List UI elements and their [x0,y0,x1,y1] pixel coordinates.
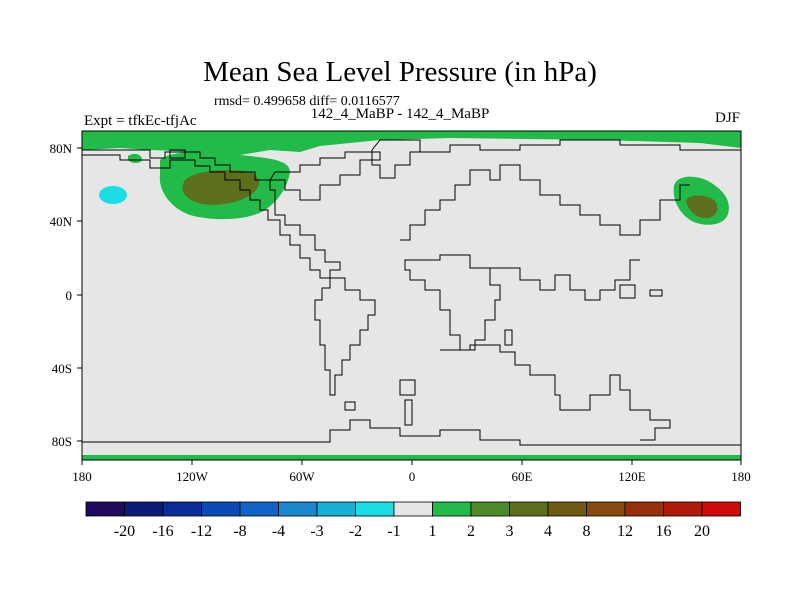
colorbar-swatch [547,501,587,517]
anomaly-band-north [82,131,741,155]
x-tick-label: 120E [618,469,646,484]
colorbar-label: 4 [544,523,552,540]
anomaly-small-patch [128,153,142,163]
colorbar-swatch [124,501,164,517]
colorbar-swatch [701,501,741,517]
colorbar-swatch [278,501,318,517]
colorbar-swatch [162,501,202,517]
map-title: Mean Sea Level Pressure (in hPa) [203,56,597,88]
anomaly-band-south [82,455,741,460]
x-tick-label: 180 [731,469,751,484]
season-label: DJF [714,110,740,126]
colorbar-label: -8 [233,523,246,540]
colorbar-label: -4 [272,523,285,540]
colorbar-label: -12 [191,523,212,540]
colorbar-label: -1 [387,523,400,540]
experiment-label: Expt = tfkEc-tfjAc [84,113,197,129]
coastlines [82,139,741,446]
y-tick-label: 40S [52,361,72,376]
colorbar [85,501,741,517]
y-tick-label: 80S [52,434,72,449]
colorbar-label: 2 [467,523,475,540]
colorbar-label: 12 [617,523,633,540]
y-tick-label: 0 [66,288,73,303]
colorbar-swatch [239,501,279,517]
colorbar-label: -3 [310,523,323,540]
colorbar-swatch [509,501,549,517]
colorbar-label: 20 [694,523,710,540]
colorbar-labels: -20 -16 -12 -8 -4 -3 -2 -1 1 2 3 4 8 12 16 20 [114,523,710,540]
colorbar-label: 3 [506,523,514,540]
colorbar-swatch [586,501,626,517]
x-tick-label: 60W [289,469,315,484]
colorbar-swatch [85,501,125,517]
axis-ticks [77,147,742,465]
y-tick-labels: 80N 40N 0 40S 80S [50,141,73,449]
colorbar-label: -16 [152,523,173,540]
y-tick-label: 40N [50,214,73,229]
colorbar-label: -20 [114,523,135,540]
stats-label: rmsd= 0.499658 diff= 0.0116577 [214,94,400,109]
colorbar-label: 16 [656,523,672,540]
colorbar-swatch [355,501,395,517]
colorbar-swatch [663,501,703,517]
colorbar-swatch [201,501,241,517]
colorbar-swatch [393,501,433,517]
colorbar-swatch [432,501,472,517]
y-tick-label: 80N [50,141,73,156]
colorbar-swatch [624,501,664,517]
map-subtitle: 142_4_MaBP - 142_4_MaBP [310,106,490,122]
x-tick-label: 180 [72,469,92,484]
anomaly-north-pacific-core [182,170,259,205]
x-tick-label: 120W [176,469,209,484]
colorbar-swatch [470,501,510,517]
anomaly-negative-patch [99,186,127,204]
anomaly-northwest-pacific-core [686,195,718,219]
colorbar-swatch [316,501,356,517]
x-tick-labels: 180 120W 60W 0 60E 120E 180 [72,469,751,484]
x-tick-label: 0 [409,469,416,484]
colorbar-label: -2 [349,523,362,540]
colorbar-label: 1 [429,523,437,540]
colorbar-label: 8 [583,523,591,540]
x-tick-label: 60E [512,469,533,484]
